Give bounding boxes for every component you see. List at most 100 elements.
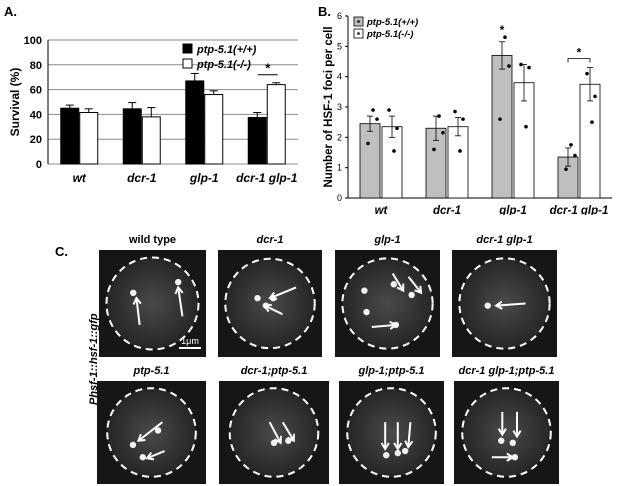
significance-star: *: [265, 61, 271, 76]
data-point: [590, 120, 594, 124]
cell-outline: [224, 257, 316, 350]
micrograph-image: [335, 250, 440, 357]
data-point: [432, 147, 436, 152]
data-point: [375, 117, 379, 121]
arrow-head: [274, 435, 283, 445]
cell-nucleus: [462, 388, 551, 477]
hsf1-focus: [509, 439, 516, 446]
data-point: [371, 108, 375, 112]
micrograph-image: [218, 250, 322, 357]
micrograph-image: [452, 250, 557, 357]
micrograph-svg: [346, 387, 437, 478]
panel-label-c: C.: [55, 244, 68, 259]
hsf1-focus: [401, 447, 409, 455]
x-tick-label: wt: [375, 205, 389, 215]
micrograph-title: dcr-1;ptp-5.1: [240, 365, 308, 377]
arrow-head: [396, 283, 405, 293]
bar: [491, 55, 513, 199]
cell-outline: [106, 387, 197, 478]
data-point: [441, 130, 445, 135]
bar: [122, 108, 142, 165]
arrow-head: [287, 433, 295, 443]
bar: [359, 123, 381, 199]
arrow-head: [414, 285, 423, 295]
hsf1-focus: [408, 291, 415, 299]
significance-star: *: [500, 23, 505, 37]
micrograph-title: glp-1: [374, 234, 401, 246]
x-tick-label: dcr-1 glp-1: [550, 205, 609, 215]
bar: [247, 117, 267, 165]
data-point: [569, 143, 573, 147]
y-tick-label: 6: [337, 11, 342, 21]
bar: [266, 84, 286, 165]
legend-label: ptp-5.1(-/-): [366, 29, 413, 40]
data-point: [573, 153, 577, 158]
bar: [185, 80, 205, 165]
y-axis-label: Survival (%): [8, 68, 22, 137]
legend-swatch: [182, 58, 193, 69]
arrow-head: [145, 452, 155, 461]
hsf1-focus: [511, 454, 519, 461]
micrograph-svg: [341, 257, 434, 350]
data-point: [498, 117, 502, 121]
cell-nucleus: [342, 258, 433, 349]
x-tick-label: dcr-1: [127, 171, 157, 185]
cell-outline: [341, 257, 434, 350]
micrograph-title: wild type: [128, 234, 177, 246]
hsf1-focus: [154, 427, 162, 434]
data-point: [461, 117, 465, 121]
arrow-shaft: [371, 323, 396, 329]
y-tick-label: 0: [36, 159, 42, 171]
y-tick-label: 5: [337, 41, 342, 51]
scale-bar-label: 1μm: [181, 336, 199, 346]
x-tick-label: wt: [73, 171, 87, 185]
micrograph-svg: [106, 387, 197, 478]
cell-nucleus: [459, 258, 550, 349]
y-tick-label: 1: [337, 163, 342, 173]
y-tick-label: 4: [337, 72, 342, 82]
arrow-head: [389, 320, 398, 330]
y-tick-label: 100: [24, 35, 42, 47]
arrow-shaft: [135, 298, 141, 326]
micrograph-svg: [228, 387, 320, 478]
arrow-head: [132, 296, 142, 305]
hsf1-focus: [383, 451, 390, 459]
data-point: [524, 124, 528, 129]
x-tick-label: dcr-1 glp-1: [236, 171, 298, 185]
micrograph-svg: [224, 257, 316, 350]
micrograph-svg: 1μm: [105, 256, 201, 351]
arrow-shaft: [177, 287, 184, 317]
arrow-shaft: [391, 273, 405, 292]
y-tick-label: 3: [337, 102, 342, 112]
hsf1-focus: [174, 278, 182, 286]
arrow-shaft: [264, 304, 283, 316]
y-tick-label: 0: [337, 193, 342, 203]
hsf1-focus: [394, 449, 401, 457]
data-point: [593, 94, 597, 99]
arrow-head: [263, 303, 272, 313]
panel-label-b: B.: [318, 4, 331, 19]
bar: [60, 107, 80, 165]
y-tick-label: 80: [30, 60, 42, 72]
legend-dot: [357, 20, 360, 23]
data-point: [392, 149, 396, 153]
hsf1-focus: [361, 287, 368, 294]
hsf1-focus: [130, 289, 137, 296]
hsf1-focus: [484, 302, 491, 309]
data-point: [519, 62, 523, 67]
cell-nucleus: [347, 388, 436, 477]
micrograph-title: dcr-1 glp-1: [476, 234, 533, 246]
hsf1-focus: [390, 281, 397, 288]
micrograph-image: 1μm: [99, 250, 206, 357]
arrow-head: [393, 442, 403, 451]
y-tick-label: 60: [30, 85, 42, 97]
cell-nucleus: [225, 258, 315, 349]
cell-outline: [458, 257, 551, 350]
data-point: [503, 35, 507, 40]
panel-label-a: A.: [4, 4, 17, 19]
arrow-head: [174, 285, 184, 295]
legend-dot: [357, 32, 360, 35]
arrow-head: [136, 433, 146, 442]
significance-bracket: [567, 58, 591, 63]
